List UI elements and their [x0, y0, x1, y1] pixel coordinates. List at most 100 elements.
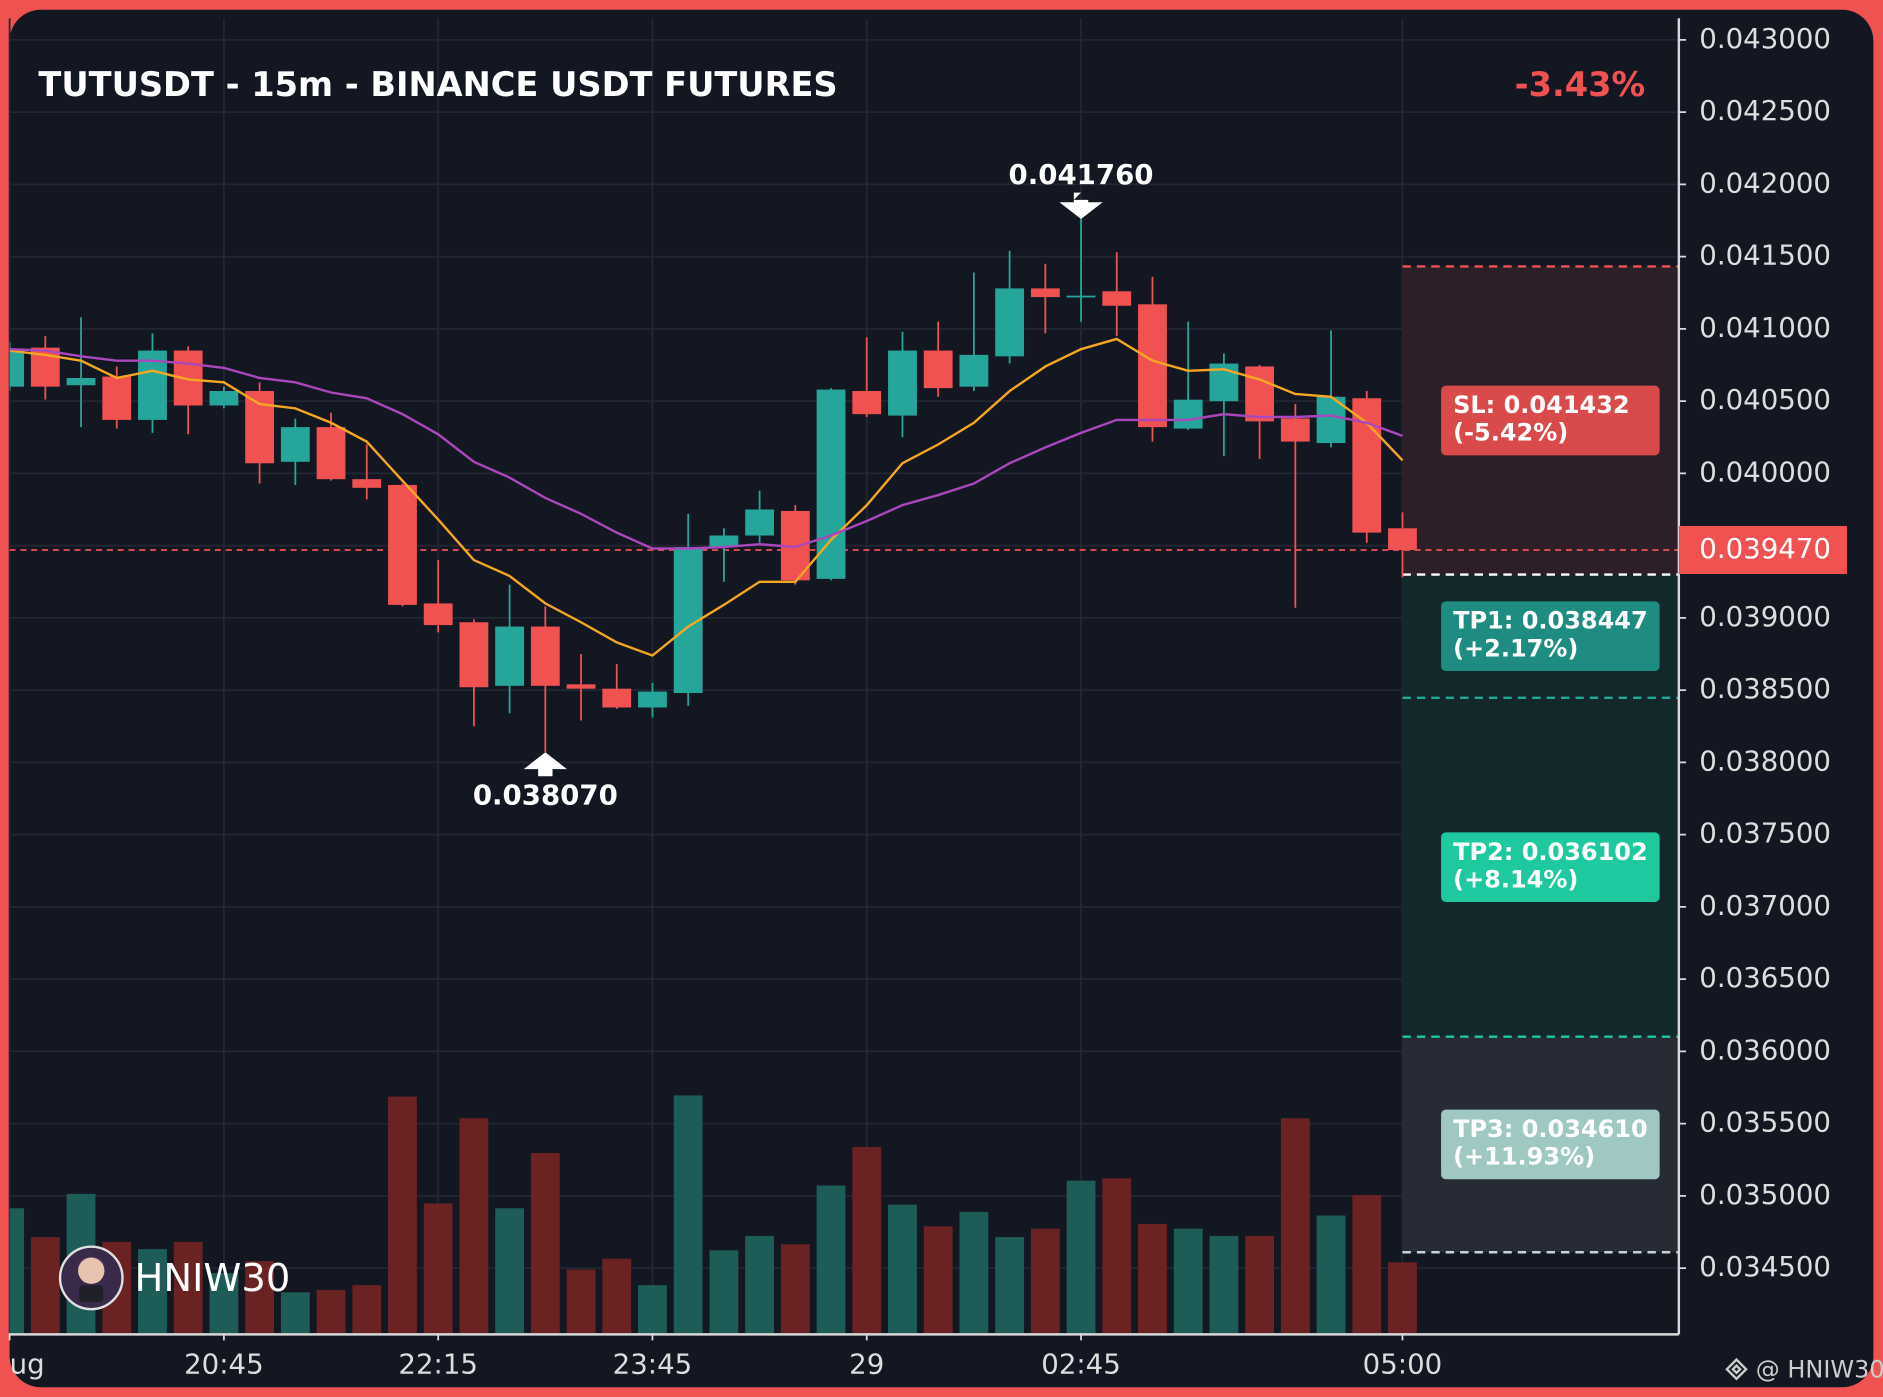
- x-tick-label: 05:00: [1363, 1348, 1443, 1381]
- volume-bar: [209, 1273, 239, 1334]
- volume-bar: [816, 1185, 846, 1334]
- y-tick-label: 0.038500: [1699, 672, 1831, 705]
- volume-bar: [959, 1211, 989, 1334]
- volume-bar: [173, 1241, 203, 1334]
- volume-bar: [888, 1204, 917, 1334]
- plot-area: [9, 192, 1679, 1334]
- candle-body: [459, 622, 489, 688]
- candle-body: [923, 350, 953, 389]
- candle-body: [602, 688, 632, 708]
- x-tick-label: 23:45: [613, 1348, 693, 1381]
- volume-bar: [1280, 1118, 1310, 1334]
- moving-average: [9, 347, 1403, 550]
- y-tick-label: 0.037500: [1699, 817, 1831, 850]
- volume-bar: [1352, 1195, 1382, 1334]
- min-label: 0.038070: [473, 779, 618, 812]
- candle-body: [995, 288, 1025, 357]
- candle-body: [745, 509, 775, 536]
- volume-bar: [1138, 1223, 1167, 1334]
- level-box: [1441, 1109, 1660, 1180]
- candle-body: [316, 427, 346, 480]
- level-text: TP2: 0.036102: [1453, 838, 1648, 866]
- watermark: HNIW30: [135, 1256, 291, 1301]
- last-price-tag: [1678, 525, 1847, 574]
- volume-bar: [530, 1153, 560, 1334]
- candle-body: [1173, 399, 1203, 429]
- x-tick-label: ug: [10, 1348, 45, 1381]
- min-arrow: [523, 752, 567, 777]
- candle-body: [1280, 418, 1310, 442]
- y-tick-label: 0.039000: [1699, 600, 1831, 633]
- volume-bar: [1209, 1235, 1239, 1334]
- max-arrow: [1059, 192, 1103, 220]
- y-tick-label: 0.040000: [1699, 455, 1831, 488]
- candle-body: [1030, 288, 1060, 298]
- candle-body: [1102, 291, 1132, 306]
- candle-body: [638, 691, 667, 708]
- x-tick-label: 29: [849, 1348, 884, 1381]
- candle-body: [352, 479, 382, 488]
- x-tick-label: 22:15: [398, 1348, 478, 1381]
- y-tick-label: 0.040500: [1699, 383, 1831, 416]
- chart-title: TUTUSDT - 15m - BINANCE USDT FUTURES: [38, 65, 837, 104]
- y-tick-label: 0.035500: [1699, 1106, 1831, 1139]
- volume-bar: [1066, 1180, 1096, 1334]
- volume-bar: [602, 1258, 632, 1334]
- volume-bar: [923, 1226, 953, 1334]
- level-text: TP1: 0.038447: [1453, 607, 1648, 635]
- volume-bar: [1245, 1235, 1275, 1334]
- moving-average: [9, 337, 1404, 657]
- volume-bar: [245, 1261, 275, 1334]
- y-tick-label: 0.042000: [1699, 166, 1831, 199]
- candle-body: [280, 427, 310, 462]
- y-tick-label: 0.041500: [1699, 239, 1831, 272]
- footer: @ HNIW30: [1756, 1355, 1883, 1383]
- candle-body: [102, 376, 132, 420]
- y-tick-label: 0.036500: [1699, 961, 1831, 994]
- volume-bar: [316, 1289, 346, 1334]
- volume-bar: [780, 1244, 810, 1334]
- volume-bar: [9, 1208, 25, 1334]
- footer-icon: [1725, 1357, 1748, 1381]
- y-tick-label: 0.042500: [1699, 94, 1831, 127]
- level-change: (+11.93%): [1453, 1143, 1595, 1171]
- volume-bar: [1173, 1228, 1203, 1334]
- volume-bar: [638, 1285, 667, 1334]
- candle-body: [209, 391, 239, 406]
- y-tick-label: 0.035000: [1699, 1178, 1831, 1211]
- volume-bar: [995, 1237, 1025, 1334]
- level-text: SL: 0.041432: [1453, 391, 1630, 419]
- candle-body: [1388, 528, 1417, 550]
- candle-body: [852, 391, 882, 415]
- level-box: [1441, 601, 1660, 671]
- candle-body: [959, 354, 989, 387]
- volume-bar: [459, 1118, 489, 1334]
- volume-bar: [352, 1285, 382, 1334]
- y-tick-label: 0.036000: [1699, 1033, 1831, 1066]
- candle-body: [1245, 366, 1275, 422]
- volume-bar: [495, 1208, 525, 1334]
- candle-body: [816, 389, 846, 579]
- candle-body: [9, 349, 25, 387]
- last-price-label: 0.039470: [1699, 532, 1831, 565]
- volume-bar: [852, 1147, 882, 1334]
- candle-body: [66, 378, 96, 386]
- change: -3.43%: [1515, 65, 1646, 104]
- y-tick-label: 0.041000: [1699, 311, 1831, 344]
- volume-bar: [673, 1095, 703, 1334]
- volume-bar: [138, 1249, 167, 1334]
- volume-bar: [280, 1292, 310, 1334]
- volume-bar: [1316, 1215, 1346, 1334]
- candle-body: [423, 603, 453, 626]
- candle-body: [530, 626, 560, 686]
- candle-body: [888, 350, 917, 416]
- x-tick-label: 02:45: [1041, 1348, 1121, 1381]
- candle-body: [388, 484, 417, 605]
- y-tick-label: 0.043000: [1699, 22, 1831, 55]
- level-box: [1441, 385, 1660, 456]
- volume-bar: [709, 1250, 739, 1334]
- volume-bar: [30, 1237, 60, 1334]
- avatar: [58, 1245, 124, 1311]
- volume-bar: [1102, 1178, 1132, 1334]
- y-tick-label: 0.037000: [1699, 889, 1831, 922]
